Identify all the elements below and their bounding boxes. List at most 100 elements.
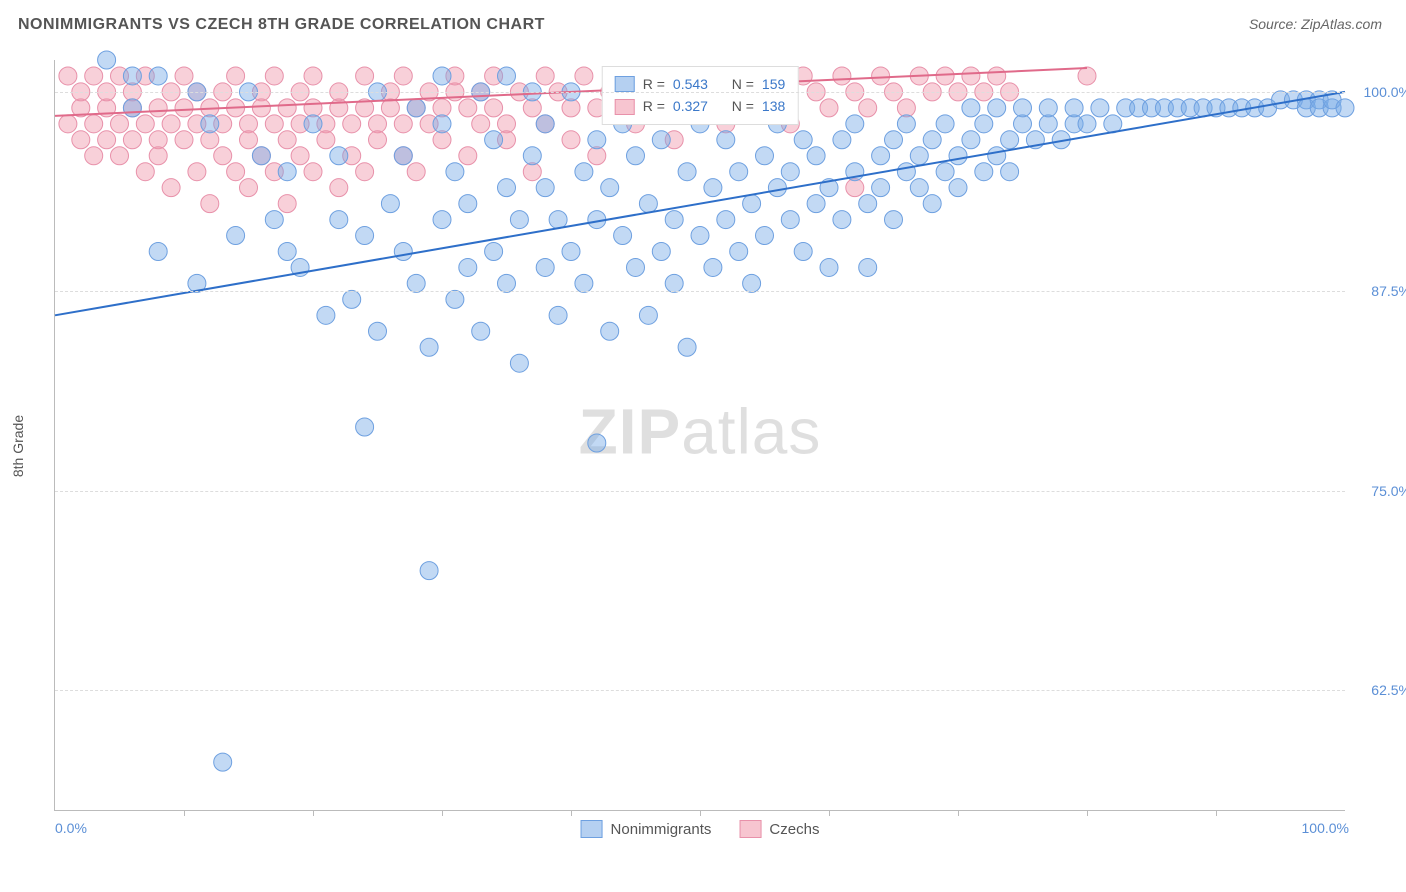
- data-point: [936, 67, 954, 85]
- data-point: [485, 131, 503, 149]
- gridline: [55, 291, 1345, 292]
- data-point: [446, 163, 464, 181]
- data-point: [639, 195, 657, 213]
- data-point: [330, 179, 348, 197]
- x-minor-tick: [442, 810, 443, 816]
- data-point: [936, 115, 954, 133]
- data-point: [175, 67, 193, 85]
- data-point: [214, 753, 232, 771]
- data-point: [549, 211, 567, 229]
- data-point: [794, 242, 812, 260]
- data-point: [730, 163, 748, 181]
- stats-legend: R = 0.543 N = 159 R = 0.327 N = 138: [602, 66, 799, 125]
- x-minor-tick: [829, 810, 830, 816]
- data-point: [394, 115, 412, 133]
- data-point: [859, 99, 877, 117]
- r-label: R =: [643, 95, 665, 117]
- y-tick-label: 100.0%: [1364, 84, 1406, 100]
- data-point: [123, 131, 141, 149]
- data-point: [136, 163, 154, 181]
- x-minor-tick: [1087, 810, 1088, 816]
- data-point: [730, 242, 748, 260]
- data-point: [756, 227, 774, 245]
- data-point: [433, 67, 451, 85]
- data-point: [201, 131, 219, 149]
- data-point: [252, 99, 270, 117]
- data-point: [433, 211, 451, 229]
- data-point: [665, 211, 683, 229]
- data-point: [536, 258, 554, 276]
- data-point: [304, 115, 322, 133]
- data-point: [356, 163, 374, 181]
- data-point: [549, 306, 567, 324]
- data-point: [278, 163, 296, 181]
- data-point: [394, 242, 412, 260]
- y-axis-label: 8th Grade: [10, 415, 26, 477]
- data-point: [807, 195, 825, 213]
- data-point: [575, 163, 593, 181]
- data-point: [962, 131, 980, 149]
- n-label: N =: [732, 95, 754, 117]
- data-point: [575, 274, 593, 292]
- data-point: [85, 147, 103, 165]
- data-point: [820, 258, 838, 276]
- source-value: ZipAtlas.com: [1301, 16, 1382, 32]
- data-point: [433, 131, 451, 149]
- data-point: [717, 211, 735, 229]
- data-point: [872, 67, 890, 85]
- data-point: [98, 131, 116, 149]
- data-point: [111, 147, 129, 165]
- stats-row-pink: R = 0.327 N = 138: [615, 95, 786, 117]
- data-point: [859, 258, 877, 276]
- data-point: [975, 115, 993, 133]
- data-point: [111, 115, 129, 133]
- data-point: [446, 290, 464, 308]
- data-point: [356, 227, 374, 245]
- x-minor-tick: [571, 810, 572, 816]
- chart-source: Source: ZipAtlas.com: [1249, 16, 1382, 32]
- data-point: [627, 147, 645, 165]
- y-tick-label: 87.5%: [1371, 283, 1406, 299]
- data-point: [369, 115, 387, 133]
- data-point: [485, 242, 503, 260]
- legend-item-pink: Czechs: [739, 820, 819, 838]
- data-point: [240, 131, 258, 149]
- data-point: [330, 211, 348, 229]
- legend-item-blue: Nonimmigrants: [581, 820, 712, 838]
- x-minor-tick: [313, 810, 314, 816]
- data-point: [498, 179, 516, 197]
- data-point: [704, 258, 722, 276]
- data-point: [678, 163, 696, 181]
- data-point: [85, 115, 103, 133]
- data-point: [123, 99, 141, 117]
- data-point: [704, 179, 722, 197]
- gridline: [55, 491, 1345, 492]
- data-point: [498, 274, 516, 292]
- data-point: [278, 99, 296, 117]
- data-point: [897, 99, 915, 117]
- data-point: [768, 179, 786, 197]
- data-point: [988, 147, 1006, 165]
- data-point: [420, 562, 438, 580]
- data-point: [356, 418, 374, 436]
- x-minor-tick: [958, 810, 959, 816]
- legend-swatch-pink: [615, 99, 635, 115]
- svg-layer: [55, 60, 1345, 810]
- data-point: [510, 211, 528, 229]
- data-point: [614, 227, 632, 245]
- data-point: [781, 211, 799, 229]
- data-point: [872, 179, 890, 197]
- series-legend: Nonimmigrants Czechs: [581, 820, 820, 838]
- data-point: [988, 67, 1006, 85]
- data-point: [1078, 115, 1096, 133]
- data-point: [936, 163, 954, 181]
- data-point: [833, 67, 851, 85]
- data-point: [459, 195, 477, 213]
- data-point: [1001, 131, 1019, 149]
- data-point: [601, 322, 619, 340]
- data-point: [781, 163, 799, 181]
- data-point: [188, 163, 206, 181]
- x-tick-left: 0.0%: [55, 820, 87, 836]
- data-point: [149, 131, 167, 149]
- data-point: [807, 147, 825, 165]
